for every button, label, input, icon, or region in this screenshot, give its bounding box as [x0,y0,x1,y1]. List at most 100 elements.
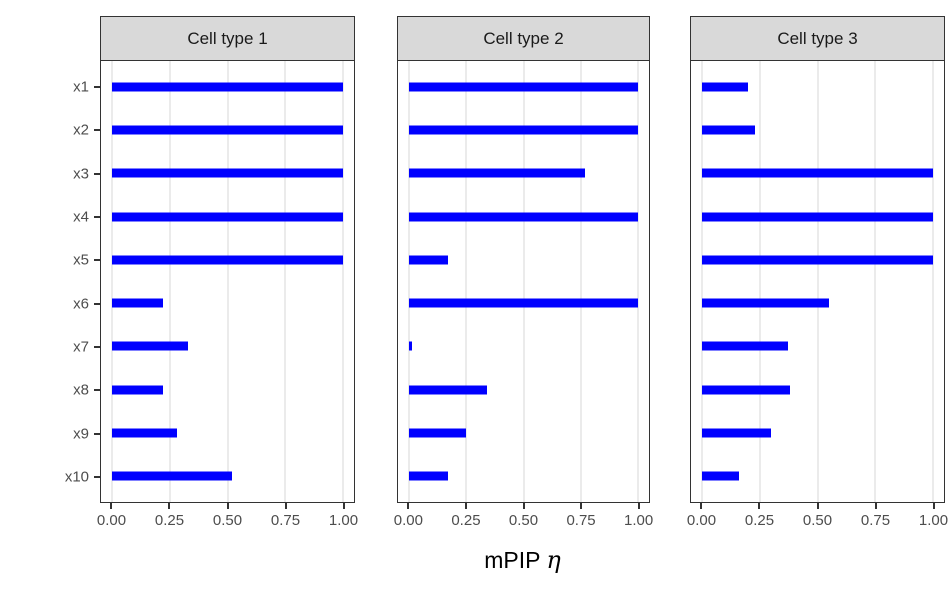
y-tick [94,86,100,88]
x-tick [407,503,410,509]
bar-x1 [702,82,749,92]
gridline [111,61,114,502]
bar-x8 [702,385,790,395]
bar-x8 [409,385,487,395]
x-tick [110,503,113,509]
gridline [758,61,761,502]
gridline [816,61,819,502]
bar-x7 [702,341,788,351]
bar-x3 [409,168,586,178]
y-tick [94,259,100,262]
facet-strip-label: Cell type 2 [483,28,564,48]
bar-x5 [409,255,449,265]
x-tick [874,503,877,509]
y-axis: x1 x2 x3 x4 x5 x6 x7 x8 x9 x10 [0,61,100,503]
x-tick-label: 0.50 [508,512,539,529]
bar-x1 [112,82,343,92]
x-tick [816,503,819,509]
x-tick-label: 1.00 [328,512,359,529]
gridline [522,61,525,502]
y-axis-label-x4: x4 [73,208,89,226]
y-axis-label-x9: x9 [73,425,89,443]
gridline [226,61,229,502]
gridline [701,61,704,502]
facet-cell-type-1: Cell type 1 0.00 0.25 0.50 0.75 1.00 [96,16,359,549]
x-tick [168,503,171,509]
y-tick [94,302,100,305]
x-axis: 0.00 0.25 0.50 0.75 1.00 [687,503,949,549]
panel [397,61,650,503]
x-axis: 0.00 0.25 0.50 0.75 1.00 [96,503,359,549]
y-tick [94,129,100,132]
bar-x3 [702,168,933,178]
gridline [341,61,344,502]
bar-x9 [112,428,177,438]
panel [100,61,355,503]
bar-x2 [409,125,638,135]
x-tick-label: 1.00 [624,512,654,529]
gridline [931,61,934,502]
x-tick-label: 0.00 [393,512,423,529]
gridline [284,61,287,502]
gridline [408,61,411,502]
x-tick [700,503,703,509]
x-tick [637,503,640,509]
x-axis-title-symbol-eta: η [546,546,561,574]
x-axis-title: mPIP η [100,546,945,574]
y-tick [94,432,100,435]
gridline [168,61,171,502]
facet-strip: Cell type 1 [100,16,355,61]
x-tick [580,503,583,509]
x-tick-label: 0.25 [744,512,775,529]
bar-x7 [409,341,412,351]
gridline [874,61,877,502]
y-axis-label-x8: x8 [73,381,89,399]
bar-x9 [702,428,772,438]
x-tick [758,503,761,509]
bar-x4 [112,212,343,222]
bar-x6 [112,298,164,308]
x-tick-label: 0.75 [566,512,596,529]
bar-x10 [409,471,449,481]
bar-x3 [112,168,343,178]
bar-x4 [702,212,933,222]
bar-x6 [702,298,829,308]
y-axis-label-x3: x3 [73,165,89,183]
facet-strip: Cell type 2 [397,16,650,61]
bar-x1 [409,82,638,92]
facet-strip: Cell type 3 [690,16,945,61]
bar-x4 [409,212,638,222]
x-axis: 0.00 0.25 0.50 0.75 1.00 [393,503,654,549]
bar-x2 [112,125,343,135]
facet-strip-label: Cell type 1 [187,28,268,48]
y-axis-label-x10: x10 [64,468,89,486]
x-tick-label: 0.75 [860,512,891,529]
x-tick [522,503,525,509]
y-tick [94,345,100,348]
panel [690,61,945,503]
gridline [465,61,468,502]
y-tick [94,172,100,175]
x-tick-label: 1.00 [918,512,949,529]
y-tick [94,216,100,218]
y-axis-label-x6: x6 [73,295,89,313]
bar-x5 [112,255,343,265]
x-tick [284,503,287,509]
x-tick-label: 0.00 [96,512,127,529]
gridline [579,61,582,502]
y-axis-label-x2: x2 [73,121,89,139]
bar-x6 [409,298,638,308]
y-tick [94,476,100,478]
bar-x10 [702,471,740,481]
x-tick-label: 0.25 [451,512,481,529]
gridline [636,61,639,502]
x-tick [464,503,467,509]
bar-x2 [702,125,756,135]
facet-cell-type-3: Cell type 3 0.00 0.25 0.50 0.75 1.00 [687,16,949,549]
x-tick [342,503,345,509]
x-axis-title-text: mPIP [484,547,541,573]
x-tick-label: 0.75 [270,512,301,529]
x-tick-label: 0.50 [802,512,833,529]
x-tick [226,503,229,509]
